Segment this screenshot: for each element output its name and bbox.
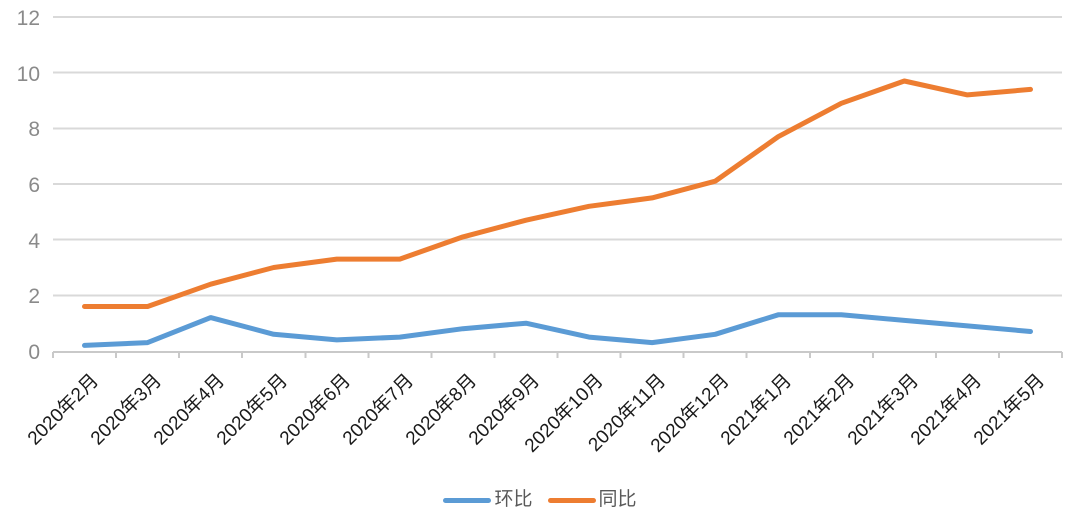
y-axis-label: 10 <box>16 62 40 86</box>
legend-line-swatch-huanbi <box>443 497 492 503</box>
legend-line-swatch-tongbi <box>547 497 596 503</box>
series-line-环比 <box>82 312 1033 348</box>
y-axis-label: 12 <box>16 7 40 30</box>
legend-label-tongbi: 同比 <box>598 489 637 510</box>
gridlines <box>53 16 1062 297</box>
x-axis-line <box>52 351 1063 358</box>
y-axis-label: 8 <box>28 118 40 142</box>
series-lines <box>82 78 1033 348</box>
legend-label-huanbi: 环比 <box>494 489 533 510</box>
y-axis-label: 6 <box>28 174 40 197</box>
legend: 环比 同比 <box>0 487 1080 513</box>
legend-item-huanbi[interactable]: 环比 <box>443 487 533 513</box>
y-axis-label: 4 <box>28 229 40 253</box>
series-line-同比 <box>82 78 1033 309</box>
legend-item-tongbi[interactable]: 同比 <box>547 487 637 513</box>
y-axis-label: 2 <box>28 285 40 309</box>
y-axis-label: 0 <box>28 341 40 364</box>
